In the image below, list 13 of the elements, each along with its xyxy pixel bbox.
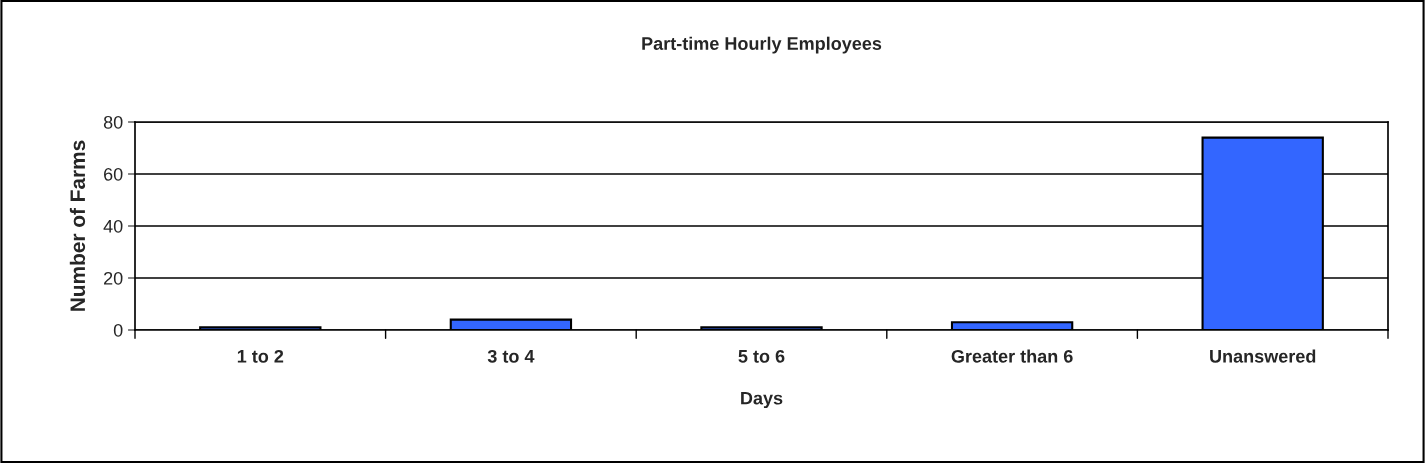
y-tick-label: 20 <box>104 271 123 285</box>
y-tick-label: 40 <box>103 219 123 233</box>
y-tick-label: 60 <box>104 167 123 181</box>
x-axis-title: Days <box>741 391 783 409</box>
y-tick-label: 80 <box>103 115 123 129</box>
x-tick-label: Greater than 6 <box>951 349 1073 363</box>
x-tick-label: 5 to 6 <box>738 349 785 363</box>
x-tick-label: 1 to 2 <box>237 349 284 363</box>
x-tick-label: 3 to 4 <box>487 349 535 363</box>
y-axis-title: Number of Farms <box>69 140 86 311</box>
chart-title: Part-time Hourly Employees <box>642 36 882 54</box>
x-tick-label: Unanswered <box>1210 349 1316 363</box>
y-tick-label: 0 <box>113 323 123 337</box>
